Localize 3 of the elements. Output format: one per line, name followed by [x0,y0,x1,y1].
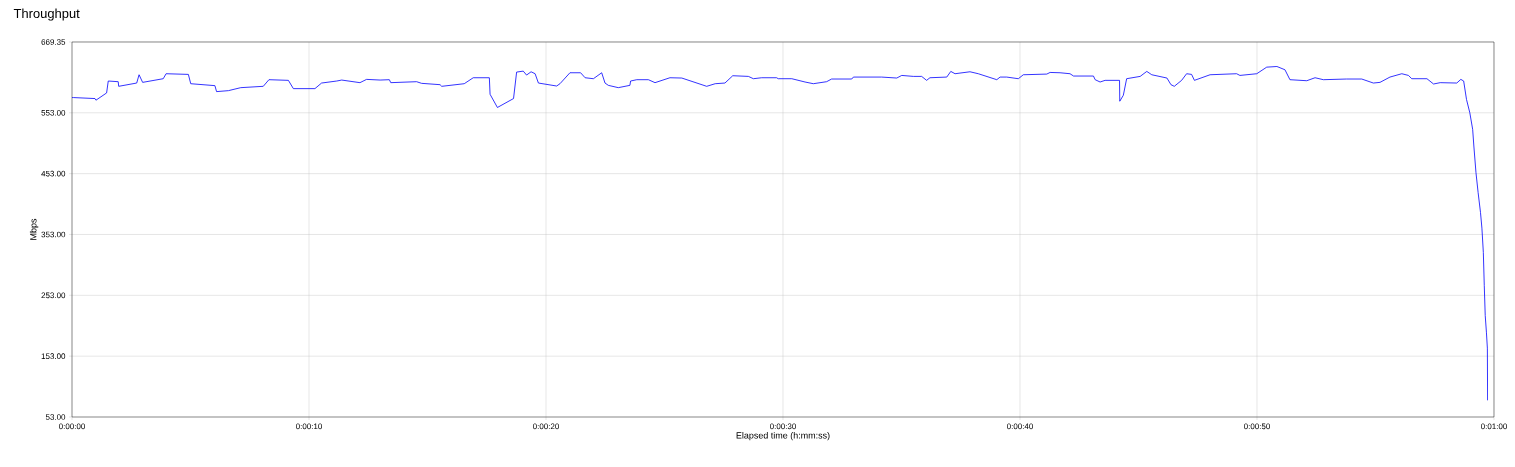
x-axis-title: Elapsed time (h:mm:ss) [736,432,830,441]
chart-title: Throughput [13,8,80,21]
y-axis-title: Mbps [29,218,39,240]
